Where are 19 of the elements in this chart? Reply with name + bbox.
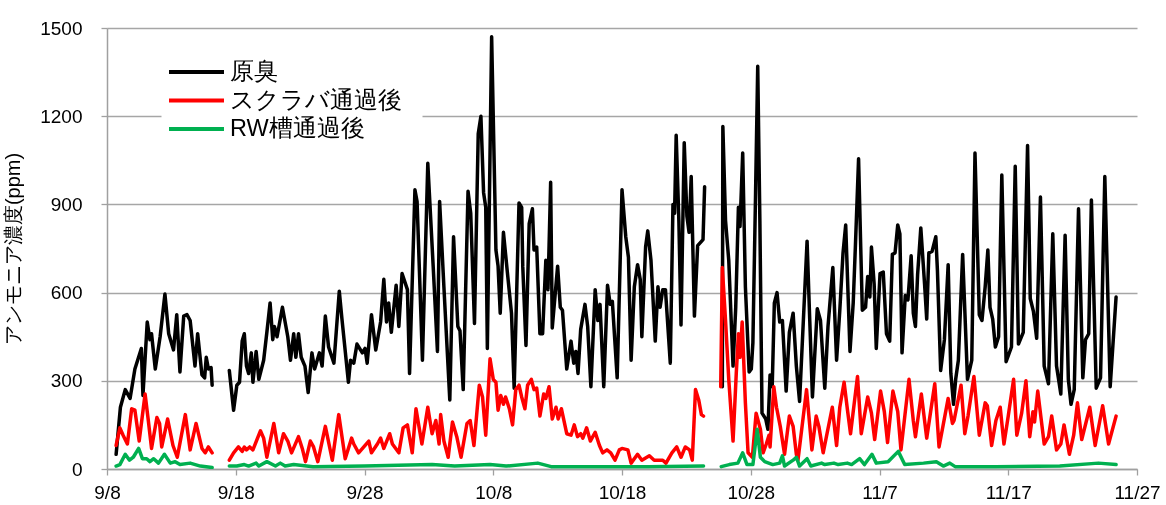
- x-tick-label: 9/18: [217, 481, 255, 503]
- x-tick-label: 11/17: [985, 481, 1032, 503]
- y-tick-label: 0: [71, 458, 83, 480]
- y-tick-label: 1200: [40, 105, 83, 127]
- x-tick-label: 9/28: [346, 481, 384, 503]
- y-tick-label: 300: [50, 370, 83, 392]
- x-tick-label: 10/18: [598, 481, 647, 503]
- x-tick-label: 11/27: [1114, 481, 1161, 503]
- x-tick-label: 10/28: [727, 481, 776, 503]
- x-tick-label: 9/8: [94, 481, 121, 503]
- x-tick-label: 10/8: [475, 481, 513, 503]
- x-tick-label: 11/7: [862, 481, 898, 503]
- y-tick-label: 1500: [40, 17, 83, 39]
- y-axis-title: アンモニア濃度(ppm): [2, 152, 25, 346]
- legend-label: スクラバ通過後: [230, 86, 402, 113]
- y-tick-label: 600: [50, 282, 83, 304]
- legend-label: 原臭: [230, 58, 278, 84]
- legend-label: RW槽通過後: [230, 115, 365, 141]
- y-tick-label: 900: [50, 193, 83, 215]
